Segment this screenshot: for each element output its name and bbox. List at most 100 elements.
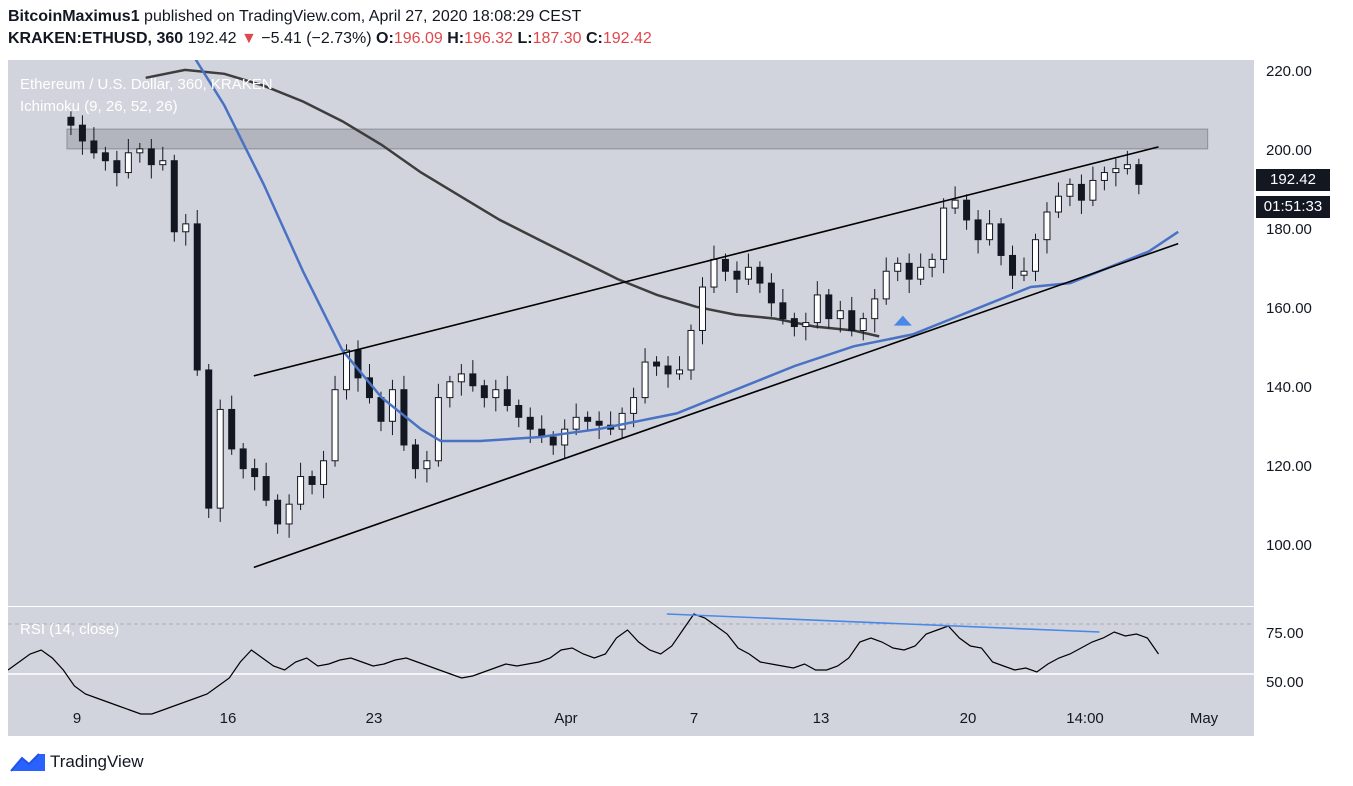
candle-body	[767, 282, 775, 304]
candle-body	[997, 223, 1005, 256]
candle-body	[469, 373, 477, 387]
candle-body	[744, 266, 752, 280]
price-axis-label: 180.00	[1266, 221, 1312, 238]
candle-body	[205, 369, 213, 509]
candle-body	[1112, 168, 1120, 174]
candle-body	[595, 420, 603, 426]
price-axis-label: 120.00	[1266, 458, 1312, 475]
candle-body	[1066, 183, 1074, 197]
channel-upper-line	[253, 146, 1159, 377]
candle-body	[848, 310, 856, 331]
candle-body	[320, 460, 328, 485]
tradingview-logo-icon	[10, 753, 45, 772]
candle-body	[147, 148, 155, 166]
last-price-tag: 192.42	[1256, 169, 1330, 191]
down-arrow-icon: ▼	[240, 30, 257, 47]
candle-body	[274, 499, 282, 525]
candle-body	[67, 116, 75, 126]
candle-body	[285, 503, 293, 525]
buy-signal-triangle-icon	[893, 315, 912, 326]
candle-body	[480, 385, 488, 399]
candle-body	[331, 389, 339, 462]
candle-body	[549, 436, 557, 446]
low-label: L:	[517, 30, 533, 47]
candle-body	[503, 389, 511, 406]
candle-body	[515, 404, 523, 418]
price-axis-label: 200.00	[1266, 142, 1312, 159]
candle-body	[262, 476, 270, 501]
candle-body	[297, 476, 305, 505]
author-name[interactable]: BitcoinMaximus1	[8, 8, 140, 25]
candle-body	[790, 318, 798, 328]
pane-separator[interactable]	[8, 606, 1353, 607]
x-axis-label: 9	[72, 710, 82, 727]
candle-body	[676, 369, 684, 375]
candle-body	[813, 294, 821, 324]
rsi-legend: RSI (14, close)	[20, 621, 120, 638]
candle-body	[1054, 195, 1062, 213]
price-change: −5.41 (−2.73%)	[261, 30, 372, 47]
candle-body	[1009, 254, 1017, 276]
candle-body	[1100, 172, 1108, 181]
candle-body	[124, 152, 132, 174]
brand-name: TradingView	[50, 752, 144, 771]
price-axis-label: 100.00	[1266, 537, 1312, 554]
symbol-title: Ethereum / U.S. Dollar, 360, KRAKEN	[20, 76, 273, 93]
candle-body	[974, 219, 982, 241]
candle-body	[963, 199, 971, 221]
dark-moving-average-line	[145, 68, 880, 338]
candle-body	[859, 318, 867, 331]
candle-body	[721, 258, 729, 272]
quote-line: KRAKEN:ETHUSD, 360 192.42 ▼ −5.41 (−2.73…	[8, 28, 1338, 50]
candle-body	[630, 397, 638, 414]
candle-body	[446, 381, 454, 399]
candle-body	[1123, 164, 1131, 170]
x-axis-label: Apr	[554, 710, 578, 727]
tradingview-footer[interactable]: TradingView	[10, 750, 144, 774]
candle-body	[492, 389, 500, 399]
candle-body	[228, 408, 236, 450]
rsi-axis-label: 50.00	[1266, 674, 1304, 691]
channel-lower-line	[253, 242, 1179, 569]
candle-body	[136, 148, 144, 154]
price-axis-label: 220.00	[1266, 63, 1312, 80]
candle-body	[308, 476, 316, 485]
resistance-zone	[66, 128, 1209, 150]
candle-body	[1077, 183, 1085, 201]
candle-body	[698, 286, 706, 331]
x-axis-label: 13	[812, 710, 830, 727]
candle-body	[170, 160, 178, 233]
x-axis-label: 20	[959, 710, 977, 727]
candle-body	[572, 416, 580, 430]
candle-body	[733, 270, 741, 280]
candle-body	[101, 152, 109, 162]
candle-body	[825, 294, 833, 320]
price-axis-label: 140.00	[1266, 379, 1312, 396]
candle-body	[434, 397, 442, 462]
candle-body	[182, 223, 190, 233]
candle-body	[641, 361, 649, 399]
candle-body	[193, 223, 201, 371]
x-axis-label: 23	[365, 710, 383, 727]
candle-body	[423, 460, 431, 470]
symbol-label: KRAKEN:ETHUSD, 360	[8, 30, 184, 47]
x-axis-label: May	[1189, 710, 1219, 727]
close-label: C:	[585, 30, 603, 47]
candle-body	[653, 361, 661, 367]
candle-body	[561, 428, 569, 446]
rsi-line	[8, 613, 1159, 715]
candle-body	[526, 416, 534, 430]
candle-body	[113, 160, 121, 174]
candle-body	[687, 329, 695, 371]
candle-body	[779, 302, 787, 320]
chart-plot-area[interactable]	[8, 60, 1254, 736]
rsi-axis-label: 75.00	[1266, 625, 1304, 642]
candle-body	[756, 266, 764, 284]
published-text: published on TradingView.com, April 27, …	[144, 8, 582, 25]
last-price: 192.42	[187, 30, 237, 47]
candle-body	[1089, 179, 1097, 201]
candle-body	[251, 468, 259, 478]
candle-body	[710, 258, 718, 288]
rsi-divergence-line	[666, 613, 1100, 633]
candle-body	[905, 262, 913, 280]
